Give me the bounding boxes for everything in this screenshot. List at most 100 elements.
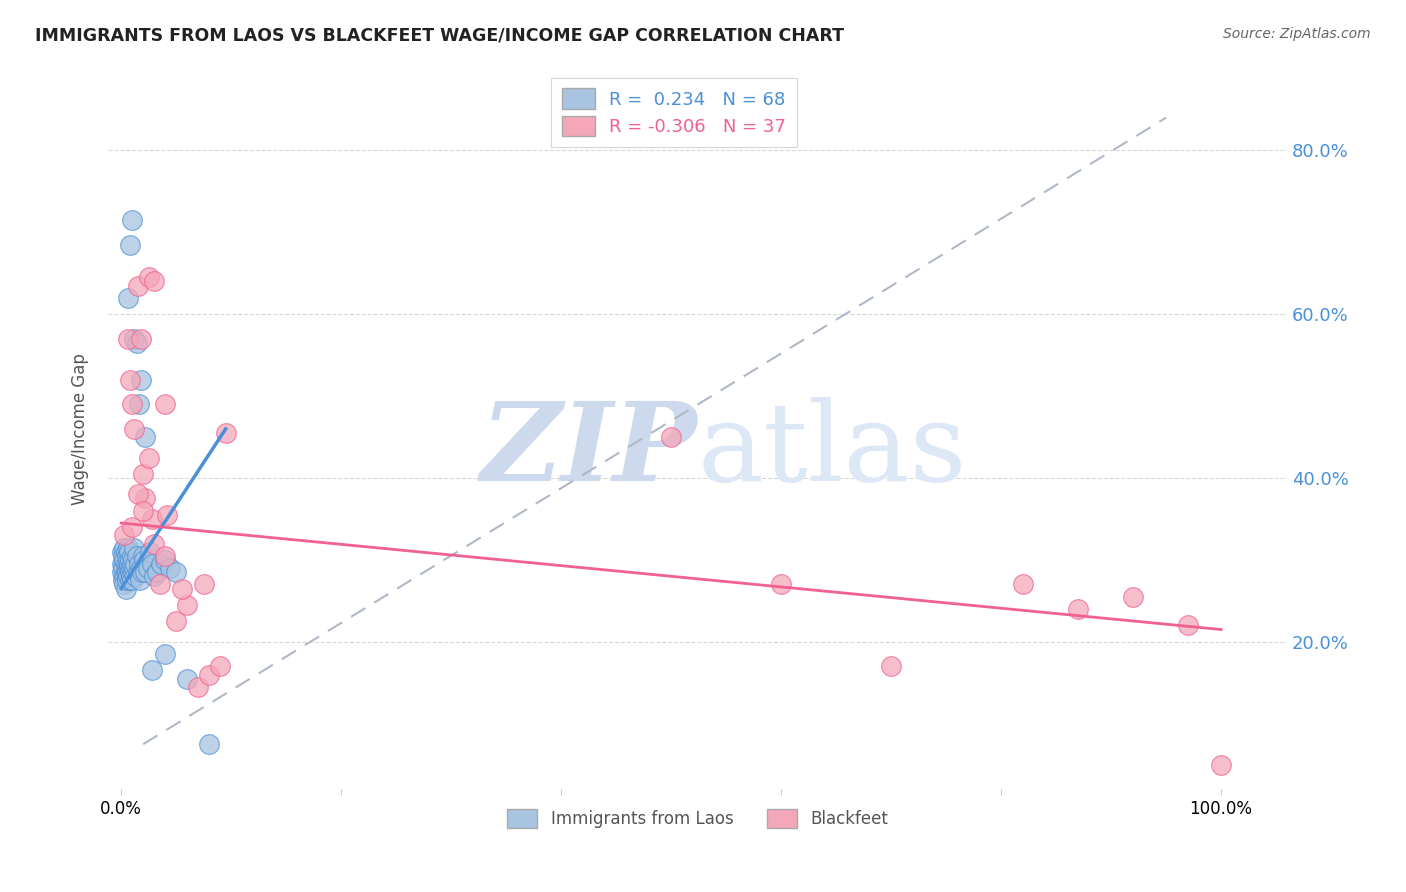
Point — [111, 565, 134, 579]
Point — [1067, 602, 1090, 616]
Point — [115, 561, 138, 575]
Point — [114, 582, 136, 596]
Point — [659, 430, 682, 444]
Point — [131, 565, 153, 579]
Point — [124, 569, 146, 583]
Point — [117, 553, 139, 567]
Point — [114, 553, 136, 567]
Point — [132, 504, 155, 518]
Point — [121, 557, 143, 571]
Point — [111, 545, 134, 559]
Point — [124, 541, 146, 555]
Point — [121, 520, 143, 534]
Point — [118, 237, 141, 252]
Point — [127, 487, 149, 501]
Point — [125, 549, 148, 563]
Point — [118, 553, 141, 567]
Point — [143, 275, 166, 289]
Point — [165, 565, 187, 579]
Point — [114, 545, 136, 559]
Point — [143, 569, 166, 583]
Point — [117, 332, 139, 346]
Point — [118, 373, 141, 387]
Legend: Immigrants from Laos, Blackfeet: Immigrants from Laos, Blackfeet — [501, 803, 894, 835]
Point — [124, 561, 146, 575]
Point — [143, 536, 166, 550]
Point — [176, 598, 198, 612]
Point — [1209, 757, 1232, 772]
Point — [114, 569, 136, 583]
Point — [138, 270, 160, 285]
Text: Source: ZipAtlas.com: Source: ZipAtlas.com — [1223, 27, 1371, 41]
Point — [187, 680, 209, 694]
Point — [118, 557, 141, 571]
Point — [1012, 577, 1035, 591]
Point — [132, 549, 155, 563]
Point — [134, 565, 156, 579]
Point — [125, 335, 148, 350]
Text: atlas: atlas — [697, 397, 967, 504]
Point — [141, 512, 163, 526]
Point — [153, 553, 176, 567]
Text: ZIP: ZIP — [481, 397, 697, 504]
Point — [149, 577, 172, 591]
Point — [128, 557, 150, 571]
Point — [138, 450, 160, 465]
Point — [127, 278, 149, 293]
Point — [111, 557, 134, 571]
Point — [114, 541, 136, 555]
Point — [118, 561, 141, 575]
Point — [136, 561, 159, 575]
Point — [141, 557, 163, 571]
Point — [129, 332, 152, 346]
Point — [1122, 590, 1144, 604]
Point — [215, 425, 238, 440]
Point — [117, 291, 139, 305]
Point — [193, 577, 215, 591]
Point — [153, 549, 176, 563]
Point — [128, 397, 150, 411]
Point — [159, 561, 181, 575]
Point — [139, 545, 162, 559]
Point — [134, 430, 156, 444]
Point — [114, 565, 136, 579]
Point — [198, 667, 221, 681]
Y-axis label: Wage/Income Gap: Wage/Income Gap — [72, 353, 89, 505]
Point — [770, 577, 793, 591]
Point — [153, 647, 176, 661]
Point — [121, 574, 143, 588]
Point — [121, 213, 143, 227]
Point — [149, 557, 172, 571]
Point — [118, 545, 141, 559]
Point — [114, 577, 136, 591]
Point — [129, 373, 152, 387]
Point — [153, 397, 176, 411]
Point — [132, 467, 155, 481]
Point — [114, 557, 136, 571]
Point — [117, 541, 139, 555]
Point — [134, 491, 156, 506]
Point — [115, 549, 138, 563]
Point — [115, 574, 138, 588]
Point — [118, 565, 141, 579]
Point — [117, 569, 139, 583]
Point — [122, 553, 145, 567]
Text: IMMIGRANTS FROM LAOS VS BLACKFEET WAGE/INCOME GAP CORRELATION CHART: IMMIGRANTS FROM LAOS VS BLACKFEET WAGE/I… — [35, 27, 844, 45]
Point — [115, 565, 138, 579]
Point — [121, 397, 143, 411]
Point — [880, 659, 903, 673]
Point — [209, 659, 232, 673]
Point — [165, 615, 187, 629]
Point — [129, 561, 152, 575]
Point — [170, 582, 193, 596]
Point — [118, 574, 141, 588]
Point — [176, 672, 198, 686]
Point — [112, 574, 135, 588]
Point — [128, 574, 150, 588]
Point — [124, 557, 146, 571]
Point — [122, 565, 145, 579]
Point — [1177, 618, 1199, 632]
Point — [112, 561, 135, 575]
Point — [112, 549, 135, 563]
Point — [124, 332, 146, 346]
